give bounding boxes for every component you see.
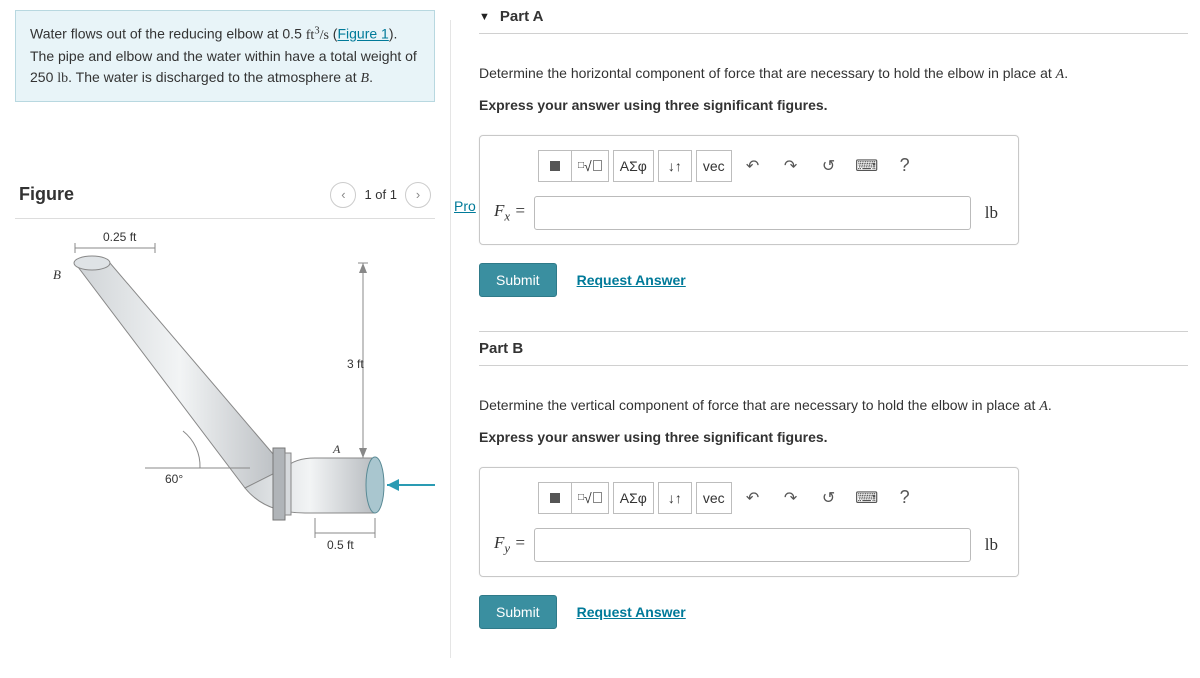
- label-b: B: [53, 267, 61, 282]
- figure-link[interactable]: Figure 1: [337, 26, 388, 42]
- period: .: [369, 69, 373, 85]
- left-panel: Water flows out of the reducing elbow at…: [0, 0, 450, 678]
- collapse-icon: ▼: [479, 11, 490, 23]
- greek-button[interactable]: ΑΣφ: [613, 482, 654, 514]
- problem-statement: Water flows out of the reducing elbow at…: [15, 10, 435, 102]
- pager-label: 1 of 1: [364, 187, 397, 202]
- part-a-answer-block: Pro □√ ΑΣφ ↓↑ vec ↶ ↷ ↺ ⌨ ? Fx = lb: [479, 135, 1019, 245]
- help-button[interactable]: ?: [888, 482, 922, 514]
- reset-button[interactable]: ↺: [812, 482, 846, 514]
- updown-button[interactable]: ↓↑: [658, 150, 692, 182]
- templates-button[interactable]: [538, 150, 572, 182]
- pager-prev-button[interactable]: ‹: [330, 182, 356, 208]
- request-answer-link-a[interactable]: Request Answer: [577, 272, 686, 288]
- part-b-header[interactable]: Part B: [479, 331, 1188, 366]
- undo-button[interactable]: ↶: [736, 482, 770, 514]
- part-b-actions: Submit Request Answer: [479, 595, 1188, 629]
- part-a-title: Part A: [500, 8, 544, 25]
- figure-header: Figure ‹ 1 of 1 ›: [15, 182, 435, 208]
- reset-button[interactable]: ↺: [812, 150, 846, 182]
- problem-text-3: . The water is discharged to the atmosph…: [68, 69, 360, 85]
- updown-button[interactable]: ↓↑: [658, 482, 692, 514]
- redo-button[interactable]: ↷: [774, 150, 808, 182]
- keyboard-button[interactable]: ⌨: [850, 150, 884, 182]
- radical-button[interactable]: □√: [572, 150, 609, 182]
- radical-button[interactable]: □√: [572, 482, 609, 514]
- part-b-instruction: Determine the vertical component of forc…: [479, 394, 1188, 418]
- right-panel: ▼ Part A Determine the horizontal compon…: [451, 0, 1200, 678]
- rate: ft3/s: [306, 28, 329, 43]
- figure-title: Figure: [19, 184, 74, 205]
- part-a-answer-row: Fx = lb: [494, 196, 1004, 230]
- fx-unit: lb: [979, 203, 1004, 223]
- dim-height: 3 ft: [347, 357, 364, 371]
- fx-input[interactable]: [534, 196, 971, 230]
- figure-image: 0.25 ft B A: [15, 218, 435, 558]
- request-answer-link-b[interactable]: Request Answer: [577, 604, 686, 620]
- part-a-header[interactable]: ▼ Part A: [479, 0, 1188, 34]
- fx-label: Fx =: [494, 201, 526, 224]
- label-a: A: [332, 442, 341, 456]
- dim-angle: 60°: [165, 472, 183, 486]
- redo-button[interactable]: ↷: [774, 482, 808, 514]
- vec-button[interactable]: vec: [696, 482, 732, 514]
- answer-toolbar-a: □√ ΑΣφ ↓↑ vec ↶ ↷ ↺ ⌨ ?: [538, 150, 1004, 182]
- keyboard-button[interactable]: ⌨: [850, 482, 884, 514]
- submit-button-b[interactable]: Submit: [479, 595, 557, 629]
- help-button[interactable]: ?: [888, 150, 922, 182]
- fy-input[interactable]: [534, 528, 971, 562]
- part-b-answer-row: Fy = lb: [494, 528, 1004, 562]
- pro-link[interactable]: Pro: [454, 198, 476, 214]
- dim-bottom: 0.5 ft: [327, 538, 354, 552]
- fy-unit: lb: [979, 535, 1004, 555]
- part-b-sigfig: Express your answer using three signific…: [479, 426, 1188, 448]
- part-b-title: Part B: [479, 340, 523, 357]
- vec-button[interactable]: vec: [696, 150, 732, 182]
- part-a-actions: Submit Request Answer: [479, 263, 1188, 297]
- templates-button[interactable]: [538, 482, 572, 514]
- submit-button-a[interactable]: Submit: [479, 263, 557, 297]
- undo-button[interactable]: ↶: [736, 150, 770, 182]
- greek-button[interactable]: ΑΣφ: [613, 150, 654, 182]
- point-b: B: [361, 71, 370, 86]
- figure-pager: ‹ 1 of 1 ›: [330, 182, 431, 208]
- problem-text: Water flows out of the reducing elbow at…: [30, 26, 306, 42]
- answer-toolbar-b: □√ ΑΣφ ↓↑ vec ↶ ↷ ↺ ⌨ ?: [538, 482, 1004, 514]
- weight-unit: lb: [57, 71, 68, 86]
- part-a-instruction: Determine the horizontal component of fo…: [479, 62, 1188, 86]
- dim-top: 0.25 ft: [103, 230, 137, 244]
- pager-next-button[interactable]: ›: [405, 182, 431, 208]
- fy-label: Fy =: [494, 533, 526, 556]
- part-b-answer-block: □√ ΑΣφ ↓↑ vec ↶ ↷ ↺ ⌨ ? Fy = lb: [479, 467, 1019, 577]
- part-a-sigfig: Express your answer using three signific…: [479, 94, 1188, 116]
